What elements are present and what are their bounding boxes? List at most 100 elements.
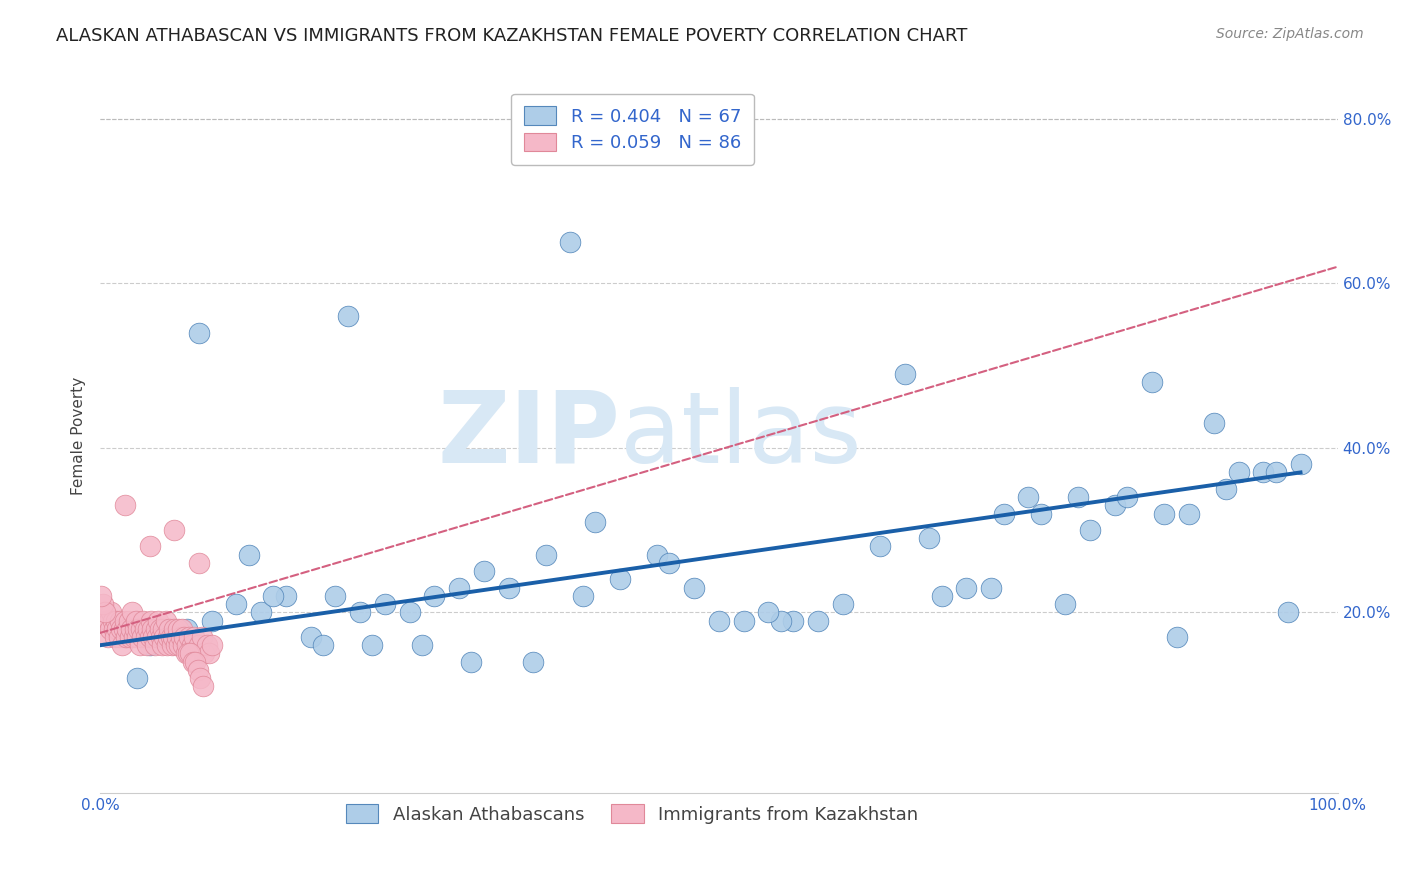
Point	[98, 622, 121, 636]
Point	[374, 597, 396, 611]
Point	[176, 638, 198, 652]
Point	[1067, 490, 1090, 504]
Point	[125, 614, 148, 628]
Point	[174, 647, 197, 661]
Point	[176, 622, 198, 636]
Point	[188, 638, 211, 652]
Point	[91, 597, 114, 611]
Point	[111, 638, 134, 652]
Point	[141, 622, 163, 636]
Point	[152, 622, 174, 636]
Point	[460, 655, 482, 669]
Point	[179, 647, 201, 661]
Point	[128, 638, 150, 652]
Text: ALASKAN ATHABASCAN VS IMMIGRANTS FROM KAZAKHSTAN FEMALE POVERTY CORRELATION CHAR: ALASKAN ATHABASCAN VS IMMIGRANTS FROM KA…	[56, 27, 967, 45]
Point	[166, 630, 188, 644]
Point	[162, 630, 184, 644]
Point	[117, 614, 139, 628]
Point	[238, 548, 260, 562]
Point	[155, 614, 177, 628]
Point	[193, 647, 215, 661]
Point	[993, 507, 1015, 521]
Point	[200, 638, 222, 652]
Point	[707, 614, 730, 628]
Point	[159, 622, 181, 636]
Point	[108, 614, 131, 628]
Point	[522, 655, 544, 669]
Point	[560, 235, 582, 249]
Point	[181, 655, 204, 669]
Point	[198, 647, 221, 661]
Point	[132, 614, 155, 628]
Point	[274, 589, 297, 603]
Point	[200, 614, 222, 628]
Point	[114, 630, 136, 644]
Point	[172, 638, 194, 652]
Point	[150, 630, 173, 644]
Point	[94, 605, 117, 619]
Point	[101, 614, 124, 628]
Point	[146, 630, 169, 644]
Point	[782, 614, 804, 628]
Point	[177, 647, 200, 661]
Point	[90, 589, 112, 603]
Point	[188, 556, 211, 570]
Point	[312, 638, 335, 652]
Point	[187, 663, 209, 677]
Point	[103, 622, 125, 636]
Point	[184, 655, 207, 669]
Point	[159, 630, 181, 644]
Point	[179, 630, 201, 644]
Point	[138, 630, 160, 644]
Point	[112, 622, 135, 636]
Point	[169, 630, 191, 644]
Point	[96, 630, 118, 644]
Point	[336, 309, 359, 323]
Point	[683, 581, 706, 595]
Point	[127, 630, 149, 644]
Point	[167, 622, 190, 636]
Point	[139, 614, 162, 628]
Point	[163, 523, 186, 537]
Point	[349, 605, 371, 619]
Point	[225, 597, 247, 611]
Text: Source: ZipAtlas.com: Source: ZipAtlas.com	[1216, 27, 1364, 41]
Point	[1116, 490, 1139, 504]
Point	[163, 622, 186, 636]
Point	[93, 605, 115, 619]
Text: atlas: atlas	[620, 387, 862, 483]
Point	[128, 622, 150, 636]
Point	[170, 622, 193, 636]
Point	[188, 326, 211, 340]
Point	[115, 630, 138, 644]
Point	[1178, 507, 1201, 521]
Point	[150, 638, 173, 652]
Point	[980, 581, 1002, 595]
Point	[1227, 466, 1250, 480]
Point	[1078, 523, 1101, 537]
Point	[107, 630, 129, 644]
Point	[831, 597, 853, 611]
Point	[165, 638, 187, 652]
Point	[191, 679, 214, 693]
Point	[104, 630, 127, 644]
Point	[1140, 375, 1163, 389]
Point	[1104, 499, 1126, 513]
Point	[1017, 490, 1039, 504]
Legend: Alaskan Athabascans, Immigrants from Kazakhstan: Alaskan Athabascans, Immigrants from Kaz…	[335, 793, 929, 834]
Point	[97, 614, 120, 628]
Point	[1277, 605, 1299, 619]
Point	[183, 630, 205, 644]
Point	[142, 630, 165, 644]
Point	[145, 622, 167, 636]
Point	[138, 638, 160, 652]
Point	[107, 622, 129, 636]
Point	[498, 581, 520, 595]
Point	[148, 614, 170, 628]
Point	[918, 531, 941, 545]
Point	[869, 540, 891, 554]
Point	[190, 630, 212, 644]
Point	[893, 367, 915, 381]
Point	[135, 630, 157, 644]
Point	[186, 647, 208, 661]
